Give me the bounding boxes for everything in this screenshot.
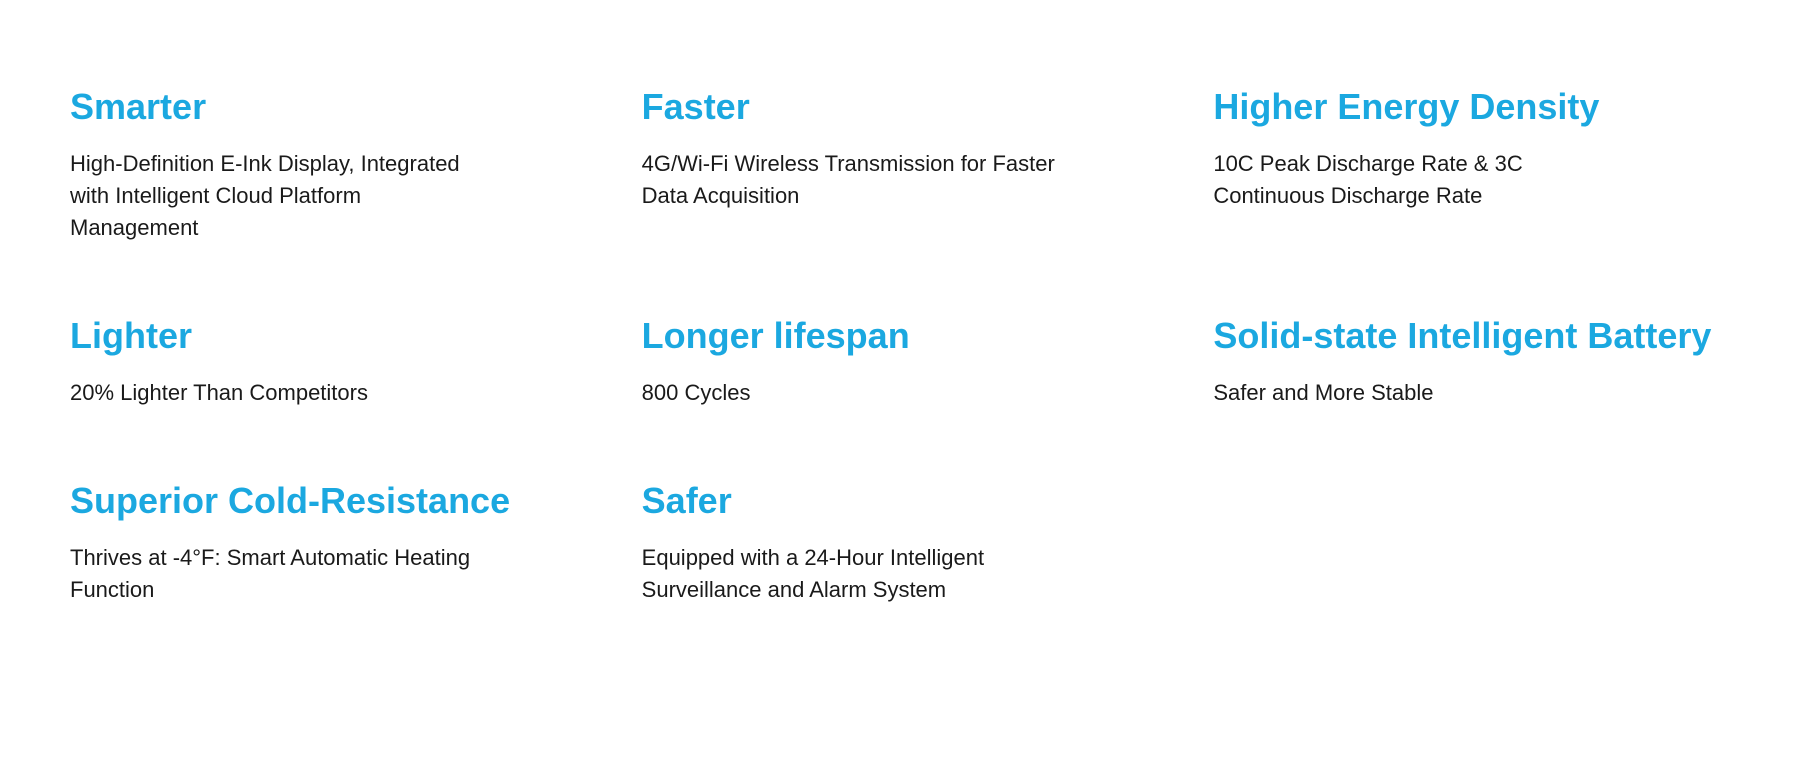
feature-description: High-Definition E-Ink Display, Integrate… — [70, 148, 490, 244]
feature-longer-lifespan: Longer lifespan 800 Cycles — [642, 314, 1164, 409]
feature-description: 4G/Wi-Fi Wireless Transmission for Faste… — [642, 148, 1062, 212]
feature-title: Solid-state Intelligent Battery — [1213, 314, 1735, 357]
features-grid: Smarter High-Definition E-Ink Display, I… — [70, 85, 1735, 606]
feature-solid-state-battery: Solid-state Intelligent Battery Safer an… — [1213, 314, 1735, 409]
feature-description: Thrives at -4°F: Smart Automatic Heating… — [70, 542, 490, 606]
feature-title: Higher Energy Density — [1213, 85, 1735, 128]
feature-cold-resistance: Superior Cold-Resistance Thrives at -4°F… — [70, 479, 592, 606]
feature-description: 20% Lighter Than Competitors — [70, 377, 490, 409]
feature-title: Superior Cold-Resistance — [70, 479, 592, 522]
feature-title: Faster — [642, 85, 1164, 128]
feature-lighter: Lighter 20% Lighter Than Competitors — [70, 314, 592, 409]
feature-description: 800 Cycles — [642, 377, 1062, 409]
feature-title: Longer lifespan — [642, 314, 1164, 357]
feature-smarter: Smarter High-Definition E-Ink Display, I… — [70, 85, 592, 244]
feature-title: Safer — [642, 479, 1164, 522]
feature-faster: Faster 4G/Wi-Fi Wireless Transmission fo… — [642, 85, 1164, 244]
feature-title: Smarter — [70, 85, 592, 128]
feature-safer: Safer Equipped with a 24-Hour Intelligen… — [642, 479, 1164, 606]
feature-title: Lighter — [70, 314, 592, 357]
feature-higher-energy-density: Higher Energy Density 10C Peak Discharge… — [1213, 85, 1735, 244]
feature-description: Equipped with a 24-Hour Intelligent Surv… — [642, 542, 1062, 606]
feature-description: Safer and More Stable — [1213, 377, 1633, 409]
feature-description: 10C Peak Discharge Rate & 3C Continuous … — [1213, 148, 1633, 212]
